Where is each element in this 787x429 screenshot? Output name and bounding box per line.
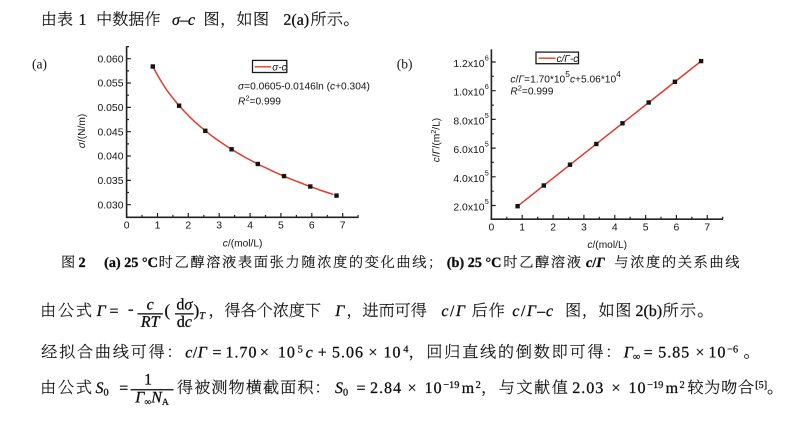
svg-text:c/Γ/(m2/L): c/Γ/(m2/L) [429,118,443,162]
svg-text:7: 7 [704,223,710,234]
svg-text:5: 5 [278,221,284,232]
svg-text:6: 6 [485,54,489,63]
svg-text:σ/(N/m): σ/(N/m) [77,114,88,148]
svg-text:0.060: 0.060 [97,54,123,65]
svg-text:6.0x10: 6.0x10 [453,145,484,156]
svg-text:5: 5 [643,223,649,234]
svg-text:0: 0 [489,223,495,234]
svg-text:0: 0 [124,221,130,232]
svg-text:σ-c: σ-c [272,63,286,74]
svg-text:2: 2 [185,221,191,232]
svg-text:0.045: 0.045 [97,127,123,138]
svg-text:2: 2 [550,223,556,234]
svg-text:1: 1 [519,223,525,234]
svg-text:3: 3 [216,221,222,232]
svg-text:5: 5 [485,168,489,177]
svg-text:1: 1 [155,221,161,232]
svg-text:4: 4 [247,221,253,232]
svg-text:0.035: 0.035 [97,176,123,187]
svg-text:0.030: 0.030 [97,200,123,211]
svg-text:c/Γ-c: c/Γ-c [557,54,579,65]
svg-text:c/Γ=1.70*105c+5.06*104: c/Γ=1.70*105c+5.06*104 [510,69,621,86]
svg-text:4: 4 [612,223,618,234]
svg-text:1.2x10: 1.2x10 [453,59,484,70]
svg-text:5: 5 [485,197,489,206]
svg-text:R2=0.999: R2=0.999 [238,93,281,107]
svg-text:1.0x10: 1.0x10 [453,88,484,99]
svg-text:5: 5 [485,140,489,149]
svg-text:c/(mol/L): c/(mol/L) [587,240,627,251]
svg-text:2.0x10: 2.0x10 [453,203,484,214]
svg-text:c/(mol/L): c/(mol/L) [223,238,263,249]
svg-text:(a): (a) [32,56,47,71]
svg-text:6: 6 [674,223,680,234]
svg-text:0.055: 0.055 [97,79,123,90]
svg-text:5: 5 [485,111,489,120]
svg-text:4.0x10: 4.0x10 [453,174,484,185]
svg-text:7: 7 [340,221,346,232]
svg-text:6: 6 [309,221,315,232]
svg-text:0.040: 0.040 [97,152,123,163]
svg-text:R2=0.999: R2=0.999 [510,83,553,97]
svg-text:8.0x10: 8.0x10 [453,116,484,127]
svg-text:σ=0.0605-0.0146ln (c+0.304): σ=0.0605-0.0146ln (c+0.304) [238,81,370,92]
svg-text:0.050: 0.050 [97,103,123,114]
svg-text:3: 3 [581,223,587,234]
svg-text:6: 6 [485,82,489,91]
svg-text:(b): (b) [397,56,413,71]
